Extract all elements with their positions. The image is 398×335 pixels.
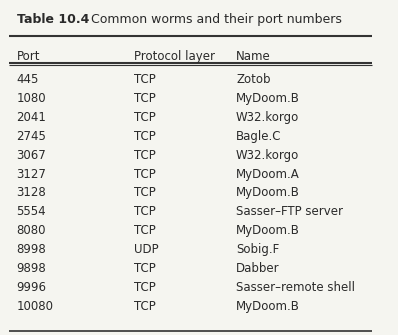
- Text: 5554: 5554: [17, 205, 46, 218]
- Text: Sasser–remote shell: Sasser–remote shell: [236, 281, 355, 294]
- Text: TCP: TCP: [134, 205, 156, 218]
- Text: TCP: TCP: [134, 281, 156, 294]
- Text: MyDoom.A: MyDoom.A: [236, 168, 300, 181]
- Text: Protocol layer: Protocol layer: [134, 50, 215, 63]
- Text: Name: Name: [236, 50, 271, 63]
- Text: Zotob: Zotob: [236, 73, 271, 86]
- Text: TCP: TCP: [134, 111, 156, 124]
- Text: 3128: 3128: [17, 187, 46, 199]
- Text: Sasser–FTP server: Sasser–FTP server: [236, 205, 343, 218]
- Text: Dabber: Dabber: [236, 262, 280, 275]
- Text: MyDoom.B: MyDoom.B: [236, 187, 300, 199]
- Text: TCP: TCP: [134, 130, 156, 143]
- Text: TCP: TCP: [134, 73, 156, 86]
- Text: TCP: TCP: [134, 224, 156, 237]
- Text: Bagle.C: Bagle.C: [236, 130, 281, 143]
- Text: 9898: 9898: [17, 262, 46, 275]
- Text: TCP: TCP: [134, 148, 156, 161]
- Text: Port: Port: [17, 50, 40, 63]
- Text: MyDoom.B: MyDoom.B: [236, 92, 300, 105]
- Text: TCP: TCP: [134, 92, 156, 105]
- Text: 445: 445: [17, 73, 39, 86]
- Text: 8998: 8998: [17, 243, 46, 256]
- Text: Common worms and their port numbers: Common worms and their port numbers: [83, 13, 341, 26]
- Text: 2041: 2041: [17, 111, 47, 124]
- Text: W32.korgo: W32.korgo: [236, 148, 299, 161]
- Text: 2745: 2745: [17, 130, 47, 143]
- Text: TCP: TCP: [134, 300, 156, 313]
- Text: TCP: TCP: [134, 168, 156, 181]
- Text: W32.korgo: W32.korgo: [236, 111, 299, 124]
- Text: UDP: UDP: [134, 243, 158, 256]
- Text: 1080: 1080: [17, 92, 46, 105]
- Text: 3067: 3067: [17, 148, 46, 161]
- Text: 9996: 9996: [17, 281, 47, 294]
- Text: MyDoom.B: MyDoom.B: [236, 300, 300, 313]
- Text: TCP: TCP: [134, 187, 156, 199]
- Text: 3127: 3127: [17, 168, 47, 181]
- Text: Sobig.F: Sobig.F: [236, 243, 279, 256]
- Text: TCP: TCP: [134, 262, 156, 275]
- Text: 10080: 10080: [17, 300, 53, 313]
- Text: 8080: 8080: [17, 224, 46, 237]
- Text: Table 10.4: Table 10.4: [17, 13, 89, 26]
- Text: MyDoom.B: MyDoom.B: [236, 224, 300, 237]
